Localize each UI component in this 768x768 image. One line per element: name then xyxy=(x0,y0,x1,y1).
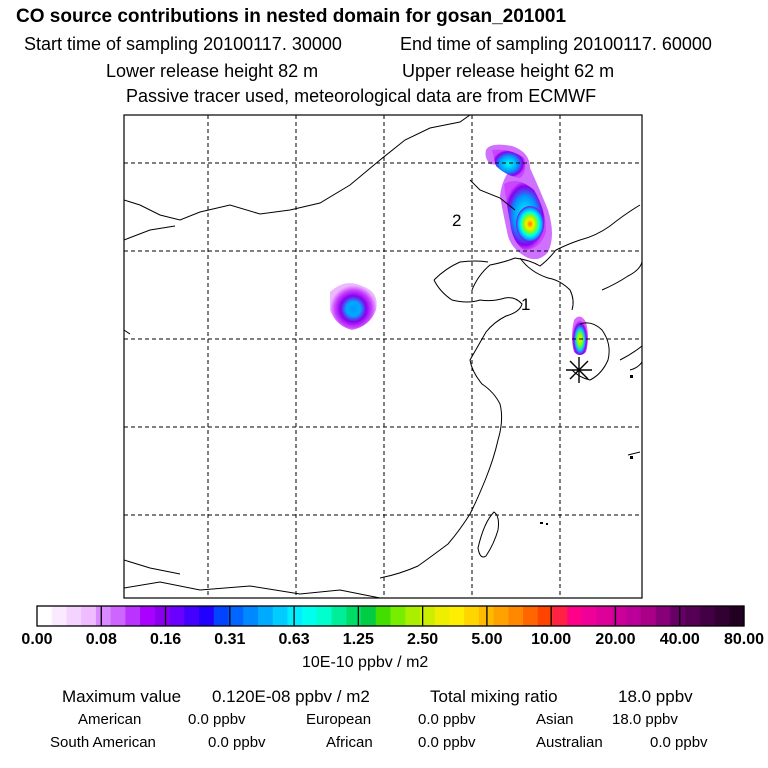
plume-korea xyxy=(572,316,588,355)
colorbar-tick-label: 5.00 xyxy=(471,631,503,648)
plume-west xyxy=(330,283,377,330)
source-name-asian: Asian xyxy=(536,711,574,728)
colorbar-cell xyxy=(37,606,53,626)
source-value-american: 0.0 ppbv xyxy=(188,711,246,728)
colorbar-cell xyxy=(375,606,392,626)
colorbar-cell xyxy=(331,606,347,626)
colorbar-cell xyxy=(213,606,230,626)
source-name-european: European xyxy=(306,711,372,728)
total-mixing-label: Total mixing ratio xyxy=(430,687,558,706)
lower-release-height: Lower release height 82 m xyxy=(106,61,319,81)
colorbar-tick-label: 0.63 xyxy=(278,631,310,648)
colorbar-cell xyxy=(287,606,303,626)
colorbar-cell xyxy=(243,606,259,626)
colorbar-tick-label: 40.00 xyxy=(659,631,700,648)
source-value-asian: 18.0 ppbv xyxy=(612,711,678,728)
colorbar-cell xyxy=(508,606,524,626)
source-value-european: 0.0 ppbv xyxy=(418,711,476,728)
source-name-australian: Australian xyxy=(536,734,603,751)
colorbar-cell xyxy=(670,606,686,626)
map-frame xyxy=(123,114,643,599)
tracer-note: Passive tracer used, meteorological data… xyxy=(126,86,597,106)
colorbar-cell xyxy=(596,606,613,626)
plume-north xyxy=(485,144,552,260)
start-time: Start time of sampling 20100117. 30000 xyxy=(24,34,342,54)
colorbar-cell xyxy=(581,606,598,626)
colorbar-tick-label: 0.16 xyxy=(149,631,182,648)
colorbar-cell xyxy=(640,606,657,626)
total-mixing-value: 18.0 ppbv xyxy=(618,687,693,706)
islands xyxy=(540,375,633,525)
colorbar-cell xyxy=(110,606,126,626)
upper-release-height: Upper release height 62 m xyxy=(402,61,615,81)
colorbar-cell xyxy=(140,606,156,626)
colorbar-cell xyxy=(257,606,274,626)
colorbar-cell xyxy=(685,606,701,626)
colorbar-cell xyxy=(66,606,82,626)
colorbar-tick-label: 10.00 xyxy=(531,631,572,648)
colorbar-cell xyxy=(523,606,539,626)
colorbar-cell xyxy=(199,606,215,626)
colorbar-cell xyxy=(552,606,568,626)
colorbar-cell xyxy=(316,606,333,626)
colorbar-cell xyxy=(81,606,97,626)
source-value-south-american: 0.0 ppbv xyxy=(208,734,266,751)
colorbar-cell xyxy=(302,606,318,626)
colorbar-cell xyxy=(228,606,244,626)
colorbar-cell xyxy=(626,606,642,626)
colorbar-cell xyxy=(346,606,362,626)
colorbar-tick-label: 0.00 xyxy=(21,631,53,648)
colorbar-units: 10E-10 ppbv / m2 xyxy=(302,654,429,671)
source-value-african: 0.0 ppbv xyxy=(418,734,476,751)
source-name-south-american: South American xyxy=(50,734,156,751)
marker-label-1: 1 xyxy=(521,295,530,314)
lat-lon-grid xyxy=(124,115,642,598)
colorbar-tick-label: 1.25 xyxy=(342,631,374,648)
colorbar-tick-label: 20.00 xyxy=(595,631,636,648)
colorbar-cell xyxy=(449,606,465,626)
colorbar-cell xyxy=(714,606,730,626)
colorbar-cell xyxy=(699,606,716,626)
receptor-star-icon xyxy=(566,357,592,383)
colorbar-cell xyxy=(464,606,480,626)
colorbar-cell xyxy=(361,606,377,626)
max-value-label: Maximum value xyxy=(62,687,182,706)
colorbar-cell xyxy=(611,606,627,626)
colorbar-cell xyxy=(434,606,451,626)
colorbar-cell xyxy=(169,606,185,626)
colorbar-cell xyxy=(51,606,68,626)
colorbar-cell xyxy=(272,606,288,626)
colorbar-cell xyxy=(405,606,421,626)
colorbar-frame xyxy=(36,605,745,627)
source-name-american: American xyxy=(78,711,142,728)
colorbar-cell xyxy=(390,606,406,626)
colorbar-tick-label: 0.31 xyxy=(214,631,246,648)
plot-title: CO source contributions in nested domain… xyxy=(16,6,567,27)
colorbar-cell xyxy=(184,606,200,626)
coastlines xyxy=(124,115,642,598)
source-name-african: African xyxy=(326,734,373,751)
colorbar-cell xyxy=(95,606,112,626)
colorbar-cell xyxy=(419,606,436,626)
colorbar-tick-label: 2.50 xyxy=(407,631,439,648)
colorbar-cell xyxy=(537,606,554,626)
colorbar-tick-label: 80.00 xyxy=(723,631,765,648)
source-value-australian: 0.0 ppbv xyxy=(650,734,708,751)
colorbar-cell xyxy=(154,606,171,626)
colorbar-cell xyxy=(655,606,671,626)
colorbar-cell xyxy=(567,606,583,626)
colorbar-cell xyxy=(493,606,509,626)
max-value: 0.120E-08 ppbv / m2 xyxy=(212,687,370,706)
colorbar-tick-label: 0.08 xyxy=(85,631,117,648)
end-time: End time of sampling 20100117. 60000 xyxy=(400,34,712,54)
marker-label-2: 2 xyxy=(452,211,461,230)
colorbar-cell xyxy=(729,606,745,626)
colorbar-cell xyxy=(125,606,141,626)
